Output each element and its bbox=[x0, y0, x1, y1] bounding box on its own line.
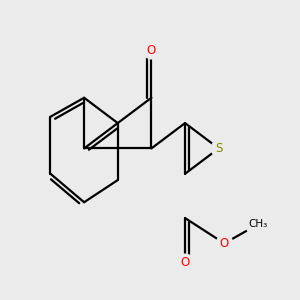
Text: S: S bbox=[215, 142, 222, 155]
Text: O: O bbox=[147, 44, 156, 57]
Text: CH₃: CH₃ bbox=[248, 219, 268, 230]
Text: O: O bbox=[180, 256, 190, 269]
Text: O: O bbox=[220, 237, 229, 250]
